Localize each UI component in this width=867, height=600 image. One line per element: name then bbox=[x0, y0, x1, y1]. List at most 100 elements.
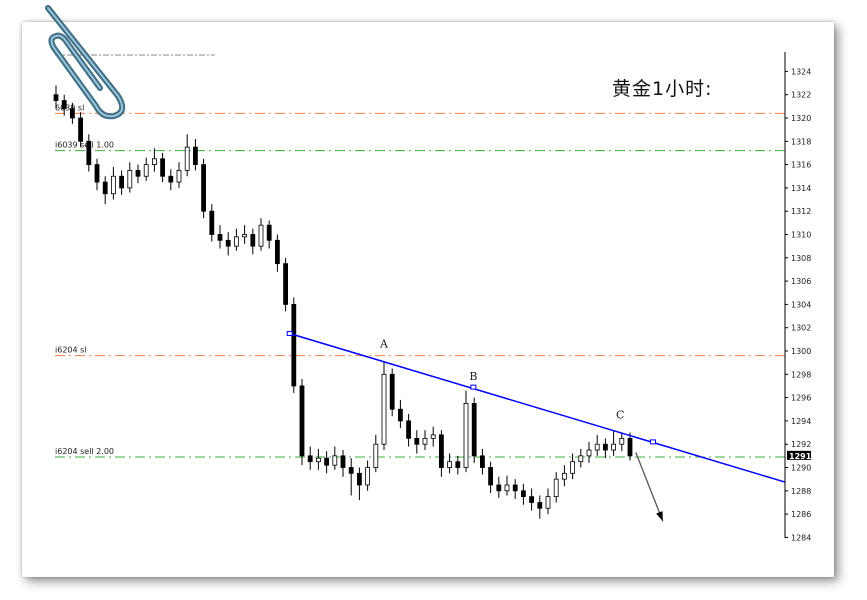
trendline-handle bbox=[286, 331, 293, 337]
price-tick-label: 1304 bbox=[791, 300, 811, 309]
candle-body bbox=[242, 234, 248, 238]
candle-body bbox=[512, 484, 518, 492]
candle-body bbox=[504, 484, 510, 492]
candle-body bbox=[520, 490, 526, 498]
price-tick-label: 1322 bbox=[791, 91, 811, 100]
candle-body bbox=[111, 175, 116, 195]
candle-body bbox=[438, 434, 444, 468]
wave-label-a: A bbox=[379, 338, 389, 351]
candle-body bbox=[373, 443, 379, 468]
candle-body bbox=[340, 455, 346, 468]
price-tick-label: 1288 bbox=[791, 487, 811, 496]
trendline-handle bbox=[649, 439, 656, 445]
current-price-badge bbox=[787, 450, 811, 460]
candle-body bbox=[61, 100, 67, 110]
candle-body bbox=[266, 224, 272, 241]
chart-card: 6039 sl i6039 sell 1.00 i6204 sl i6204 sell… bbox=[22, 22, 834, 577]
candle-body bbox=[94, 164, 100, 183]
candle-body bbox=[406, 420, 412, 439]
candle-body bbox=[365, 467, 371, 486]
axis-mask bbox=[786, 538, 816, 558]
candle-body bbox=[488, 467, 494, 486]
wave-label-b: B bbox=[469, 370, 477, 383]
price-tick-label: 1310 bbox=[791, 231, 811, 240]
current-price-label: 1291 bbox=[789, 452, 812, 461]
candle-body bbox=[86, 140, 92, 166]
candle-body bbox=[479, 455, 485, 468]
order-line-label: 6039 sl bbox=[55, 103, 84, 112]
candle-body bbox=[356, 472, 362, 486]
candle-body bbox=[594, 443, 600, 451]
down-arrow-head bbox=[656, 511, 663, 522]
candle-body bbox=[233, 236, 239, 247]
candle-body bbox=[529, 496, 535, 503]
candle-body bbox=[389, 373, 395, 410]
trendline bbox=[289, 332, 786, 483]
candle-body bbox=[315, 457, 321, 463]
candle-body bbox=[611, 443, 616, 451]
trendline-handle bbox=[470, 384, 477, 390]
candle-body bbox=[184, 146, 190, 171]
candle-body bbox=[258, 224, 264, 247]
price-tick-label: 1286 bbox=[791, 510, 811, 519]
candle-body bbox=[603, 443, 608, 451]
wave-label-c: C bbox=[616, 409, 624, 422]
candle-body bbox=[102, 181, 108, 195]
price-tick-label: 1306 bbox=[791, 277, 811, 286]
price-tick-label: 1312 bbox=[791, 207, 811, 216]
order-line-label: i6039 sell 1.00 bbox=[55, 141, 114, 150]
candle-body bbox=[53, 94, 59, 101]
price-tick-label: 1294 bbox=[791, 417, 811, 426]
candle-body bbox=[578, 455, 584, 463]
candle-body bbox=[414, 437, 420, 445]
candle-body bbox=[291, 303, 297, 387]
candle-body bbox=[324, 457, 330, 466]
candle-body bbox=[430, 434, 436, 439]
candle-body bbox=[127, 170, 133, 189]
candle-body bbox=[496, 484, 502, 492]
candle-body bbox=[119, 175, 124, 189]
price-tick-label: 1308 bbox=[791, 254, 811, 263]
candle-body bbox=[397, 408, 403, 422]
candle-body bbox=[627, 437, 633, 457]
candle-body bbox=[447, 461, 453, 468]
order-line-label: i6204 sell 2.00 bbox=[55, 447, 114, 456]
candle-body bbox=[455, 461, 461, 468]
candle-body bbox=[307, 455, 313, 463]
price-tick-label: 1290 bbox=[791, 464, 811, 473]
candle-body bbox=[250, 234, 256, 247]
price-tick-label: 1314 bbox=[791, 184, 811, 193]
candle-body bbox=[78, 117, 83, 142]
candle-body bbox=[151, 158, 157, 165]
candle-body bbox=[332, 455, 338, 466]
candle-body bbox=[176, 170, 182, 183]
price-tick-label: 1298 bbox=[791, 370, 811, 379]
candle-body bbox=[217, 234, 223, 241]
candle-body bbox=[619, 437, 625, 445]
price-tick-label: 1300 bbox=[791, 347, 811, 356]
candle-body bbox=[562, 472, 567, 480]
price-tick-label: 1292 bbox=[791, 440, 811, 449]
candle-body bbox=[299, 385, 305, 457]
candle-body bbox=[471, 403, 477, 457]
order-line-label: i6204 sl bbox=[55, 346, 87, 355]
price-tick-label: 1296 bbox=[791, 394, 811, 403]
candle-body bbox=[545, 496, 551, 509]
candle-body bbox=[160, 158, 166, 177]
candle-body bbox=[135, 170, 141, 177]
candle-body bbox=[274, 239, 280, 265]
candle-body bbox=[422, 437, 428, 445]
candle-body bbox=[283, 263, 289, 305]
candle-body bbox=[168, 175, 174, 183]
candle-body bbox=[381, 373, 387, 445]
candle-body bbox=[463, 403, 469, 468]
candle-body bbox=[570, 461, 575, 474]
price-tick-label: 1324 bbox=[791, 67, 811, 76]
price-tick-label: 1318 bbox=[791, 137, 811, 146]
paperclip-icon bbox=[45, 5, 126, 120]
candle-body bbox=[553, 478, 559, 498]
down-arrow bbox=[635, 452, 664, 522]
candle-body bbox=[143, 164, 149, 177]
candle-body bbox=[209, 210, 215, 235]
candle-body bbox=[192, 146, 198, 166]
